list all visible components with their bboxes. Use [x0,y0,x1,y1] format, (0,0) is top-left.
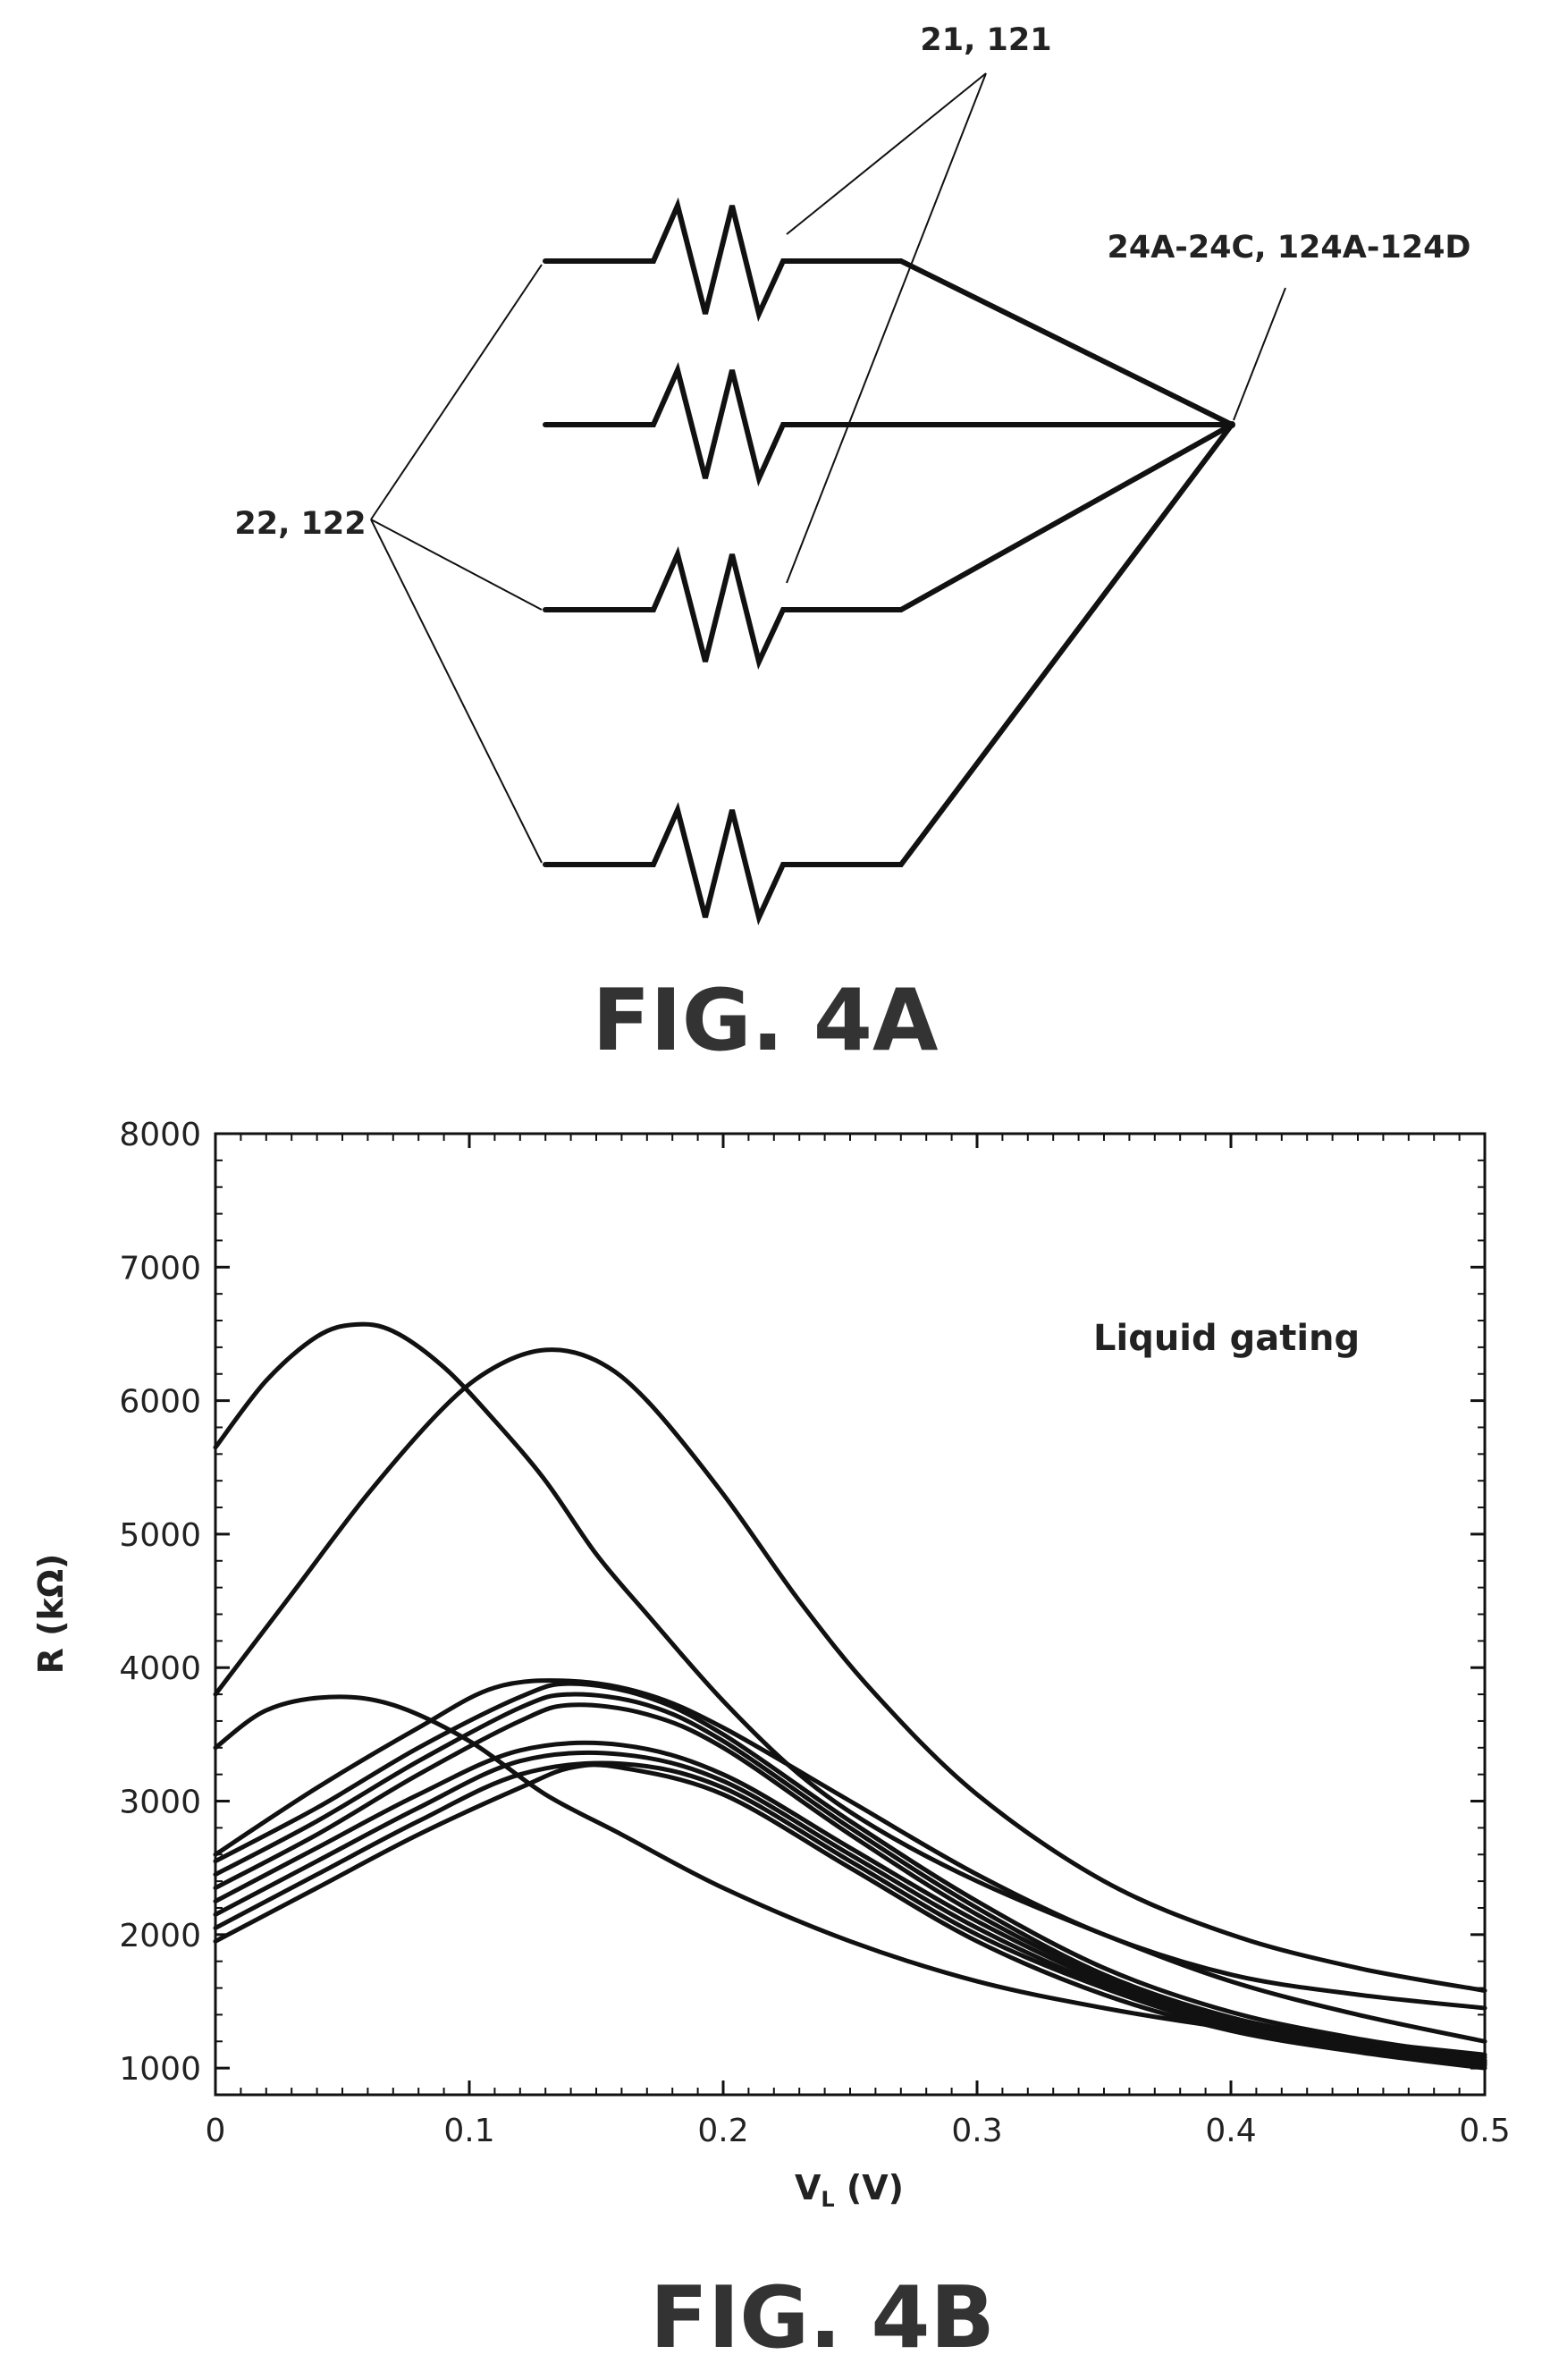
series-line-8 [213,1740,1487,2065]
label-resistors: 21, 121 [920,22,1051,58]
label-leads: 22, 122 [234,506,366,542]
resistor-branch-4 [543,422,1234,926]
x-tick-label: 0.3 [951,2113,1002,2149]
x-axis-title-subscript: L [821,2187,834,2212]
leader-line-resistor-a [786,72,987,235]
y-axis-title: R (kΩ) [31,1554,71,1675]
resistor-branch-2 [543,361,1234,487]
common-node [1228,421,1235,428]
series-line-4 [213,1678,1487,2011]
leader-line-resistor-b [786,72,987,584]
y-tick-label: 8000 [119,1117,201,1153]
chart-annotation: Liquid gating [1093,1318,1360,1359]
resistor-branch-1 [543,197,1234,427]
y-tick-label: 1000 [119,2051,201,2088]
leader-line-node [1233,287,1286,421]
x-tick-label: 0 [206,2113,226,2149]
series-line-7 [213,1702,1487,2064]
y-tick-label: 7000 [119,1250,201,1287]
x-tick-label: 0.2 [697,2113,748,2149]
plot-frame [214,1132,1487,2097]
leader-line-lead-3 [370,519,543,611]
x-axis-title: VL (V) [795,2168,904,2212]
y-tick-label: 2000 [119,1918,201,1954]
resistor-branch-3 [543,422,1234,670]
fig-4a-caption: FIG. 4A [592,972,938,1070]
x-axis-title-main: V [795,2168,822,2207]
series-line-10 [213,1760,1487,2068]
y-tick-label: 3000 [119,1785,201,1821]
x-axis-title-unit: (V) [835,2168,904,2207]
leader-line-lead-1 [370,264,543,520]
series-line-2 [213,1347,1487,1993]
fig-4b-chart: 0 0.1 0.2 0.3 0.4 0.5 1000 2000 3000 4000 5000 6000… [31,1117,1511,2367]
axis-tick-labels: 0 0.1 0.2 0.3 0.4 0.5 1000 2000 3000 4000 5000 6000… [119,1117,1510,2149]
y-tick-label: 4000 [119,1650,201,1687]
fig-4b-caption: FIG. 4B [650,2269,995,2367]
y-tick-label: 6000 [119,1384,201,1421]
axis-ticks [214,1132,1487,2095]
series-line-5 [213,1681,1487,2060]
leader-line-lead-4 [370,519,543,864]
series-line-9 [213,1750,1487,2067]
series-line-11 [213,1762,1487,2071]
y-tick-label: 5000 [119,1517,201,1554]
chart-curves [213,1321,1487,2071]
fig-4a-circuit-diagram: 21, 121 24A-24C, 124A-124D 22, 122 FIG. … [234,22,1470,1070]
x-tick-label: 0.1 [443,2113,494,2149]
x-tick-label: 0.4 [1205,2113,1256,2149]
series-line-1 [213,1321,1487,2044]
series-line-6 [213,1692,1487,2063]
label-nodes: 24A-24C, 124A-124D [1108,230,1471,266]
x-tick-label: 0.5 [1459,2113,1510,2149]
